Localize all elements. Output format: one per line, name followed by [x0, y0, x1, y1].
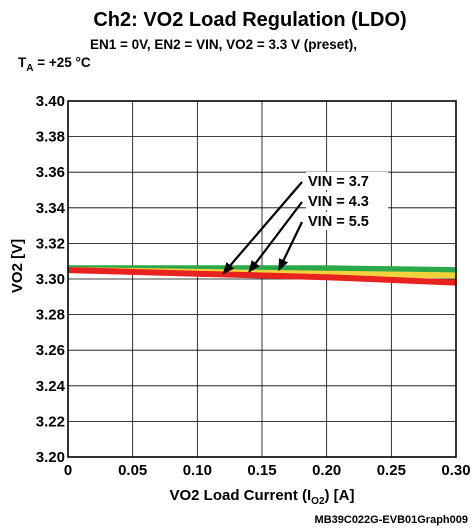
chart-subtitle-line1: EN1 = 0V, EN2 = VIN, VO2 = 3.3 V (preset… — [90, 37, 357, 52]
y-tick-label: 3.36 — [36, 164, 65, 181]
chart-title: Ch2: VO2 Load Regulation (LDO) — [93, 9, 406, 31]
annotation-arrow-1 — [248, 201, 303, 273]
series-line-2 — [67, 267, 457, 286]
y-tick-labels: 3.20 3.22 3.24 3.26 3.28 3.30 3.32 3.34 3.36 3.38… — [36, 93, 66, 466]
subtitle-subscript: A — [26, 63, 33, 74]
x-axis-label-subscript: O2 — [311, 496, 325, 507]
y-tick-label: 3.26 — [36, 342, 65, 359]
annotation-label-bg-0 — [306, 172, 388, 190]
y-tick-label: 3.24 — [36, 378, 66, 395]
x-tick-label: 0.15 — [247, 462, 276, 479]
y-tick-label: 3.28 — [36, 307, 65, 324]
plot-frame — [67, 100, 457, 458]
series-layer — [67, 265, 457, 286]
subtitle-suffix: = +25 °C — [33, 55, 90, 70]
annotation-label-0: VIN = 3.7 — [308, 174, 369, 190]
x-tick-label: 0.05 — [118, 462, 147, 479]
x-axis-label-prefix: VO2 Load Current (I — [169, 487, 311, 504]
x-tick-label: 0.10 — [183, 462, 212, 479]
x-tick-label: 0.25 — [377, 462, 406, 479]
y-tick-label: 3.38 — [36, 129, 65, 146]
annotation-label-bg-1 — [306, 192, 388, 210]
y-tick-label: 3.22 — [36, 413, 65, 430]
y-tick-label: 3.30 — [36, 271, 65, 288]
x-tick-label: 0.20 — [312, 462, 341, 479]
annotation-arrow-0 — [222, 181, 303, 275]
y-tick-label: 3.20 — [36, 449, 65, 466]
y-tick-label: 3.40 — [36, 93, 65, 110]
y-axis-label: VO2 [V] — [9, 239, 26, 293]
subtitle-prefix: T — [18, 55, 27, 70]
chart-subtitle-line2: TA = +25 °C — [18, 55, 91, 74]
x-tick-label: 0 — [64, 462, 72, 479]
annotation-label-bg-2 — [306, 212, 388, 230]
y-tick-label: 3.32 — [36, 235, 65, 252]
x-tick-label: 0.30 — [441, 462, 470, 479]
annotation-layer: VIN = 3.7 VIN = 4.3 VIN = 5.5 — [222, 172, 388, 275]
x-tick-labels: 0 0.05 0.10 0.15 0.20 0.25 0.30 — [64, 462, 471, 479]
annotation-label-1: VIN = 4.3 — [308, 194, 369, 210]
annotation-label-2: VIN = 5.5 — [308, 214, 369, 230]
x-axis-label-suffix: ) [A] — [325, 487, 355, 504]
annotation-arrow-2 — [277, 221, 303, 272]
x-axis-label: VO2 Load Current (IO2) [A] — [169, 487, 354, 507]
source-label: MB39C022G-EVB01Graph009 — [315, 514, 468, 526]
y-tick-label: 3.34 — [36, 200, 66, 217]
